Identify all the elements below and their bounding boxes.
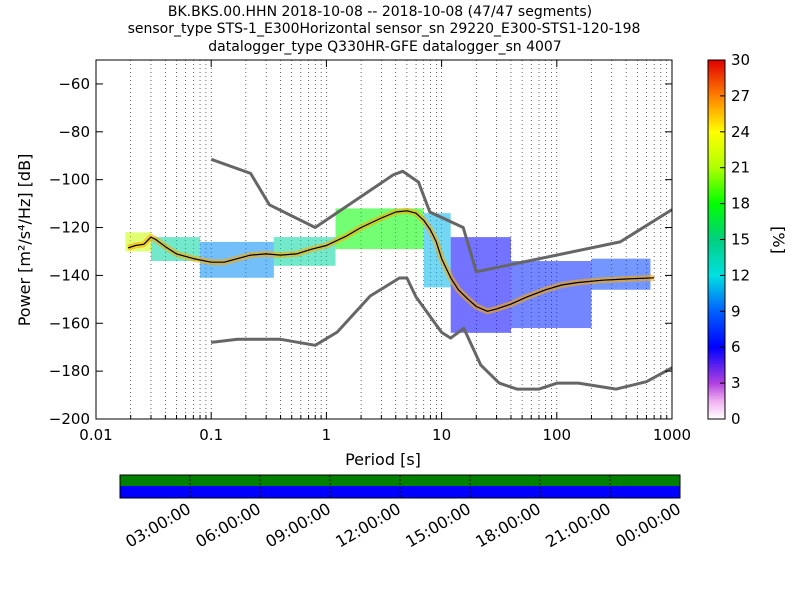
time-tick-label: 09:00:00	[262, 499, 334, 551]
y-tick-label: −100	[49, 171, 90, 189]
density-band	[450, 237, 511, 333]
y-tick-label: −180	[49, 362, 90, 380]
y-tick-label: −140	[49, 266, 90, 284]
time-tick-label: 15:00:00	[402, 499, 474, 551]
time-tick-label: 00:00:00	[612, 499, 684, 551]
colorbar-tick-label: 24	[731, 123, 750, 141]
plot-area: 0.01 0.1 1 10 100 1000 −60 −80 −100 −120 −140 −160…	[49, 59, 691, 444]
x-tick-label: 1	[322, 426, 332, 444]
y-tick-label: −160	[49, 314, 90, 332]
x-tick-label: 0.01	[79, 426, 112, 444]
mean-psd	[127, 210, 655, 312]
nlnm-line	[211, 276, 673, 391]
colorbar-tick-label: 30	[731, 51, 750, 69]
y-axis-ticks: −60 −80 −100 −120 −140 −160 −180 −200	[49, 75, 672, 428]
y-tick-label: −80	[58, 123, 90, 141]
x-axis-label: Period [s]	[345, 450, 421, 469]
chart-title-line1: BK.BKS.00.HHN 2018-10-08 -- 2018-10-08 (…	[168, 4, 592, 20]
time-tick-label: 12:00:00	[332, 499, 404, 551]
time-tick-label: 03:00:00	[122, 499, 194, 551]
x-axis-ticks: 0.01 0.1 1 10 100 1000	[79, 60, 691, 444]
y-tick-label: −60	[58, 75, 90, 93]
colorbar-tick-label: 15	[731, 231, 750, 249]
colorbar-tick-label: 0	[731, 410, 741, 428]
mean-psd-line	[127, 210, 655, 312]
nhnm-line	[210, 157, 673, 274]
colorbar-tick-label: 21	[731, 159, 750, 177]
time-tick-label: 18:00:00	[472, 499, 544, 551]
x-tick-label: 10	[432, 426, 451, 444]
colorbar-tick-label: 18	[731, 195, 750, 213]
chart-title-line2: sensor_type STS-1_E300Horizontal sensor_…	[128, 21, 641, 37]
time-tick-label: 06:00:00	[192, 499, 264, 551]
plot-frame	[95, 59, 673, 420]
x-tick-label: 100	[542, 426, 571, 444]
y-axis-label: Power [m²/s⁴/Hz] [dB]	[15, 154, 34, 327]
colorbar-tick-label: 12	[731, 266, 750, 284]
chart-title-line3: datalogger_type Q330HR-GFE datalogger_sn…	[208, 39, 561, 55]
x-tick-label: 0.1	[199, 426, 223, 444]
colorbar-tick-label: 27	[731, 87, 750, 105]
colorbar-tick-label: 9	[731, 302, 741, 320]
colorbar-tick-label: 6	[731, 338, 741, 356]
density-band	[591, 258, 651, 290]
density-band	[335, 208, 424, 250]
density-band	[510, 261, 592, 329]
noise-models	[210, 157, 673, 391]
colorbar-label: [%]	[769, 226, 788, 254]
colorbar-ticks: 0 3 6 9 12 15 18 21 24 27 30	[720, 51, 750, 428]
time-tick-label: 21:00:00	[542, 499, 614, 551]
x-tick-label: 1000	[653, 426, 691, 444]
y-tick-label: −120	[49, 219, 90, 237]
y-tick-label: −200	[49, 410, 90, 428]
colorbar-tick-label: 3	[731, 374, 741, 392]
psd-density-map	[125, 207, 655, 333]
